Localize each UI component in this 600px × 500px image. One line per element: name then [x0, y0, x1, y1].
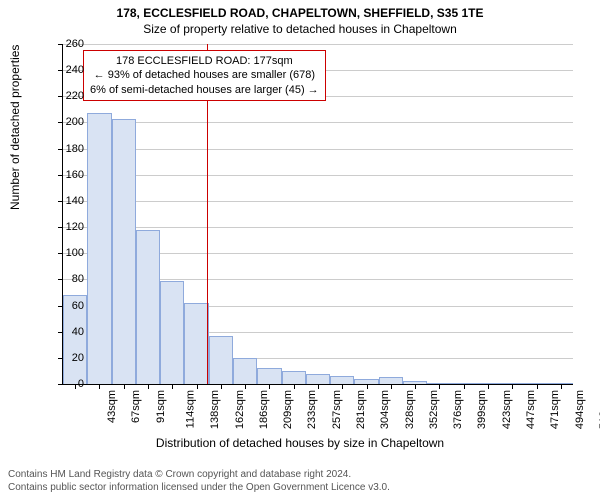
annotation-line: 6% of semi-detached houses are larger (4…	[90, 83, 319, 97]
ytick-label: 240	[54, 64, 84, 76]
xtick-mark	[342, 384, 343, 389]
xtick-label: 138sqm	[209, 390, 221, 429]
xtick-label: 257sqm	[331, 390, 343, 429]
ytick-label: 200	[54, 116, 84, 128]
y-axis-label: Number of detached properties	[8, 45, 22, 210]
xtick-label: 447sqm	[525, 390, 537, 429]
xtick-mark	[318, 384, 319, 389]
xtick-label: 494sqm	[574, 390, 586, 429]
ytick-label: 60	[54, 300, 84, 312]
ytick-label: 20	[54, 352, 84, 364]
xtick-label: 186sqm	[258, 390, 270, 429]
xtick-label: 43sqm	[106, 390, 118, 423]
histogram-bar	[257, 368, 281, 384]
xtick-mark	[172, 384, 173, 389]
gridline	[63, 175, 573, 176]
chart-area: 43sqm67sqm91sqm114sqm138sqm162sqm186sqm2…	[62, 44, 572, 384]
chart-subtitle: Size of property relative to detached ho…	[0, 22, 600, 40]
histogram-bar	[87, 113, 111, 384]
xtick-mark	[148, 384, 149, 389]
xtick-label: 91sqm	[155, 390, 167, 423]
footer-line2: Contains public sector information licen…	[8, 481, 390, 494]
xtick-label: 281sqm	[355, 390, 367, 429]
ytick-label: 120	[54, 221, 84, 233]
ytick-label: 80	[54, 273, 84, 285]
histogram-bar	[282, 371, 306, 384]
xtick-label: 162sqm	[234, 390, 246, 429]
xtick-mark	[415, 384, 416, 389]
xtick-label: 114sqm	[184, 390, 196, 428]
xtick-mark	[124, 384, 125, 389]
histogram-bar	[136, 230, 160, 384]
xtick-mark	[197, 384, 198, 389]
x-axis-label: Distribution of detached houses by size …	[0, 436, 600, 450]
xtick-mark	[99, 384, 100, 389]
xtick-label: 209sqm	[282, 390, 294, 429]
xtick-mark	[561, 384, 562, 389]
xtick-mark	[464, 384, 465, 389]
xtick-label: 233sqm	[307, 390, 319, 429]
xtick-mark	[391, 384, 392, 389]
ytick-label: 140	[54, 195, 84, 207]
gridline	[63, 44, 573, 45]
gridline	[63, 149, 573, 150]
histogram-bar	[112, 119, 136, 384]
ytick-label: 160	[54, 169, 84, 181]
annotation-line: 178 ECCLESFIELD ROAD: 177sqm	[90, 54, 319, 68]
xtick-mark	[221, 384, 222, 389]
xtick-mark	[512, 384, 513, 389]
histogram-bar	[306, 374, 330, 384]
xtick-mark	[245, 384, 246, 389]
chart-container: 178, ECCLESFIELD ROAD, CHAPELTOWN, SHEFF…	[0, 0, 600, 500]
chart-title: 178, ECCLESFIELD ROAD, CHAPELTOWN, SHEFF…	[0, 0, 600, 22]
gridline	[63, 201, 573, 202]
xtick-label: 304sqm	[379, 390, 391, 429]
xtick-mark	[269, 384, 270, 389]
annotation-box: 178 ECCLESFIELD ROAD: 177sqm← 93% of det…	[83, 50, 326, 101]
xtick-label: 471sqm	[549, 390, 561, 429]
histogram-bar	[184, 303, 208, 384]
footer-line1: Contains HM Land Registry data © Crown c…	[8, 468, 390, 481]
annotation-line: ← 93% of detached houses are smaller (67…	[90, 68, 319, 82]
plot-region: 43sqm67sqm91sqm114sqm138sqm162sqm186sqm2…	[62, 44, 573, 385]
xtick-label: 399sqm	[477, 390, 489, 429]
gridline	[63, 227, 573, 228]
xtick-label: 67sqm	[130, 390, 142, 423]
ytick-label: 260	[54, 38, 84, 50]
ytick-label: 100	[54, 247, 84, 259]
gridline	[63, 122, 573, 123]
xtick-mark	[439, 384, 440, 389]
histogram-bar	[233, 358, 257, 384]
ytick-label: 0	[54, 378, 84, 390]
xtick-mark	[537, 384, 538, 389]
xtick-mark	[367, 384, 368, 389]
histogram-bar	[209, 336, 233, 384]
xtick-label: 423sqm	[501, 390, 513, 429]
xtick-label: 328sqm	[404, 390, 416, 429]
histogram-bar	[160, 281, 184, 384]
footer-attribution: Contains HM Land Registry data © Crown c…	[8, 468, 390, 494]
ytick-label: 220	[54, 90, 84, 102]
xtick-label: 376sqm	[452, 390, 464, 429]
xtick-label: 352sqm	[428, 390, 440, 429]
ytick-label: 180	[54, 143, 84, 155]
xtick-mark	[294, 384, 295, 389]
xtick-mark	[488, 384, 489, 389]
ytick-label: 40	[54, 326, 84, 338]
histogram-bar	[330, 376, 354, 384]
